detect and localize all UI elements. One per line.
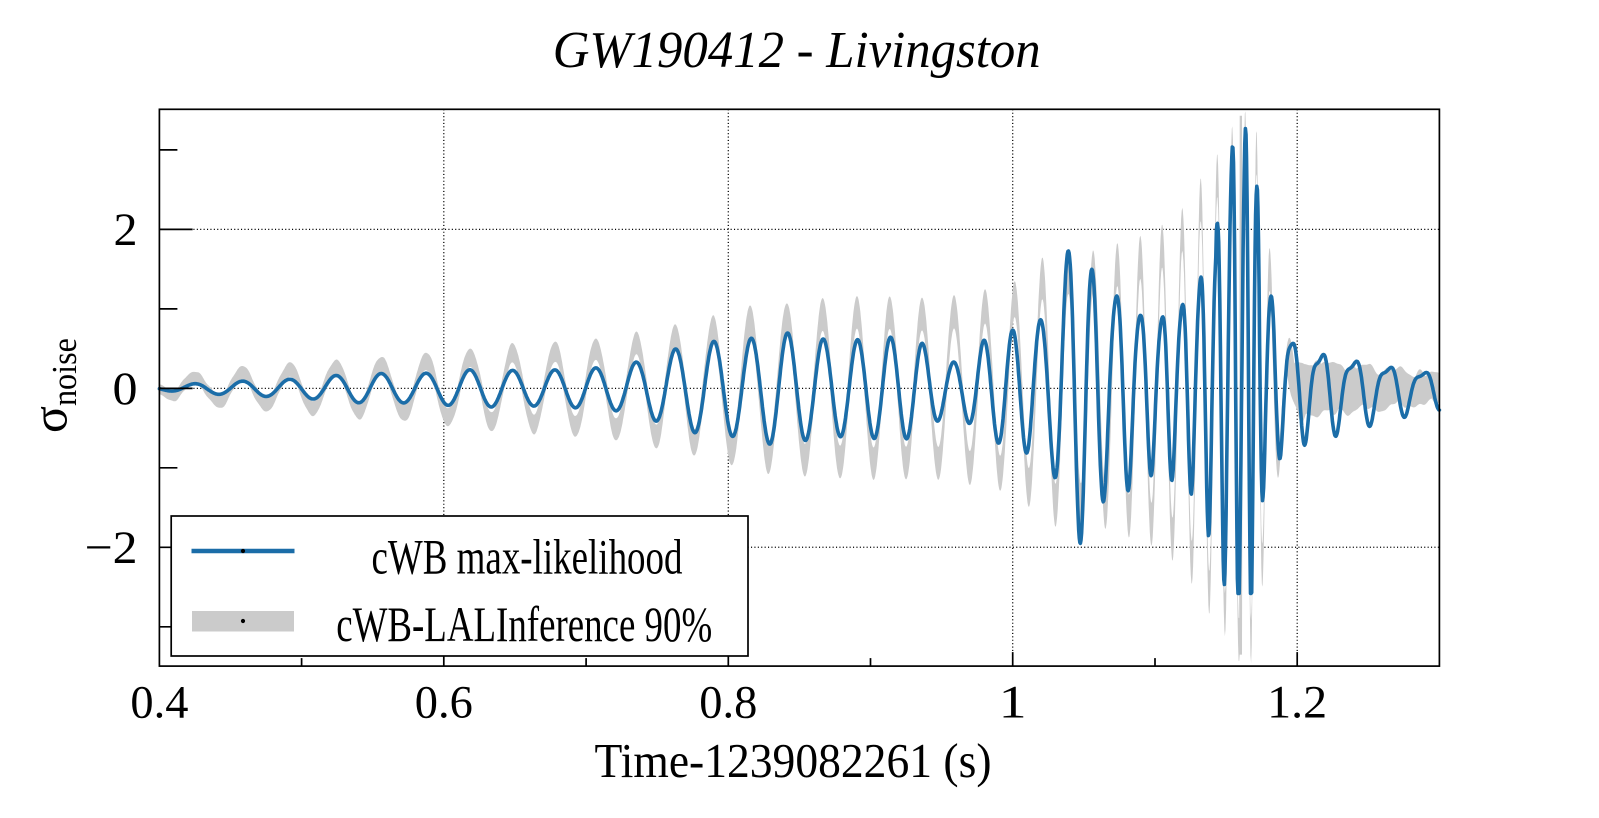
svg-text:cWB max-likelihood: cWB max-likelihood bbox=[372, 530, 683, 585]
svg-text:−2: −2 bbox=[85, 522, 138, 574]
svg-text:1: 1 bbox=[999, 676, 1027, 728]
svg-text:0: 0 bbox=[113, 363, 138, 415]
svg-text:cWB-LALInference 90%: cWB-LALInference 90% bbox=[336, 597, 712, 652]
svg-text:0.4: 0.4 bbox=[130, 676, 188, 728]
svg-text:0.8: 0.8 bbox=[699, 676, 757, 728]
svg-text:GW190412 - Livingston: GW190412 - Livingston bbox=[553, 22, 1041, 79]
svg-text:0.6: 0.6 bbox=[415, 676, 473, 728]
svg-text:2: 2 bbox=[114, 204, 138, 256]
svg-text:Time-1239082261 (s): Time-1239082261 (s) bbox=[595, 735, 992, 788]
svg-text:1.2: 1.2 bbox=[1267, 676, 1327, 728]
